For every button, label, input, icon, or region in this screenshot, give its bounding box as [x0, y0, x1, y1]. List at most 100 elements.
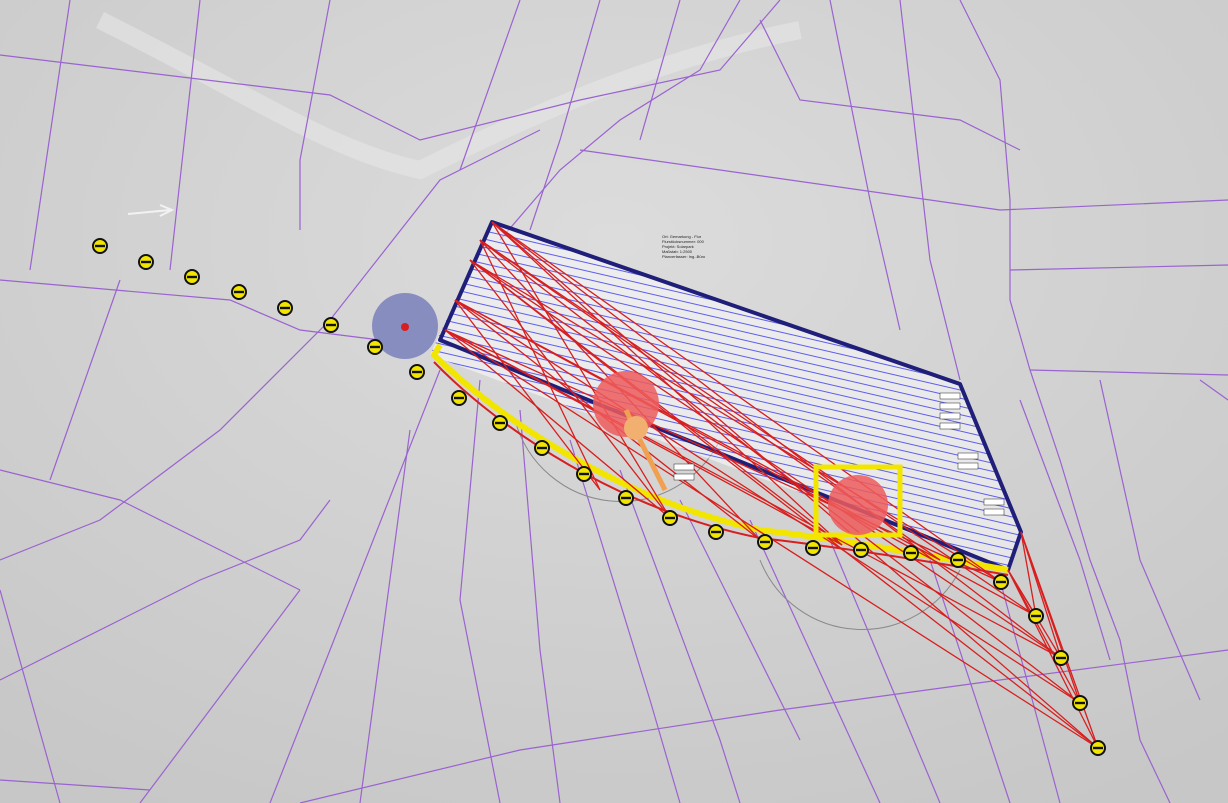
sight-line [1007, 569, 1099, 749]
title-line: Maßstab: 1:2500 [662, 249, 693, 254]
parcel-line [899, 0, 961, 381]
road-faint [95, 11, 802, 180]
sight-line [479, 239, 601, 491]
row-label-box [939, 402, 961, 410]
marker-icon[interactable] [492, 415, 508, 431]
parcel-line [459, 379, 501, 803]
parcel-line [0, 589, 61, 803]
marker-icon[interactable] [1028, 608, 1044, 624]
row-label-box [983, 508, 1005, 516]
marker-icon[interactable] [1072, 695, 1088, 711]
sight-line [454, 299, 601, 491]
sight-line [479, 239, 1037, 617]
red-zone-small[interactable] [828, 475, 888, 535]
yellow-boundary[interactable] [430, 343, 1009, 573]
sight-line [444, 329, 671, 519]
parcel-line [579, 149, 1228, 211]
parcel-line [359, 429, 411, 803]
sight-line [469, 259, 1062, 659]
row-label-box [939, 412, 961, 420]
row-label-box [957, 452, 979, 460]
row-label-box [939, 392, 961, 400]
row-label-box [939, 422, 961, 430]
title-line: Projekt: Solarpark [662, 244, 694, 249]
title-line: Planverfasser: Ing.-Büro [662, 254, 706, 259]
marker-icon[interactable] [1090, 740, 1106, 756]
marker-icon[interactable] [757, 534, 773, 550]
marker-icon[interactable] [903, 545, 919, 561]
buffer-arcs [514, 419, 961, 630]
markers [92, 238, 1106, 756]
sight-line [491, 221, 1002, 583]
sight-line [1007, 569, 1037, 617]
marker-icon[interactable] [662, 510, 678, 526]
parcel-line [679, 499, 801, 741]
row-label-box [673, 473, 695, 481]
marker-icon[interactable] [618, 490, 634, 506]
parcel-line [929, 559, 1011, 803]
parcel-line [519, 409, 561, 803]
zones [372, 293, 903, 538]
row-label-box [957, 462, 979, 470]
parcel-line [529, 0, 601, 231]
parcel-line [299, 649, 1228, 803]
parcel-line [0, 469, 301, 591]
sight-line [469, 259, 1099, 749]
parcel-line [49, 279, 121, 481]
marker-icon[interactable] [950, 552, 966, 568]
sight-line [1007, 569, 1081, 704]
parcel-line [829, 539, 941, 803]
sight-line [454, 299, 1037, 617]
parcel-line [759, 19, 1021, 151]
parcel-line [959, 0, 1171, 803]
sight-line [479, 239, 1081, 704]
marker-icon[interactable] [805, 540, 821, 556]
parcel-line [619, 469, 741, 803]
title-block: Ort: Gemarkung - Flur Flurstücksnummer: … [662, 234, 706, 259]
marker-icon[interactable] [367, 339, 383, 355]
parcel-line [269, 369, 441, 803]
parcel-line [499, 0, 741, 241]
orange-disc [624, 416, 648, 440]
buffer-arc [514, 419, 721, 503]
marker-icon[interactable] [451, 390, 467, 406]
north-arrow-icon [127, 204, 175, 217]
marker-icon[interactable] [92, 238, 108, 254]
marker-icon[interactable] [534, 440, 550, 456]
parcel-line [829, 0, 901, 331]
marker-icon[interactable] [409, 364, 425, 380]
marker-icon[interactable] [323, 317, 339, 333]
sight-line [469, 259, 671, 519]
parcel-line [1199, 379, 1228, 401]
parcel-line [749, 519, 881, 803]
parcel-line [299, 0, 331, 230]
marker-icon[interactable] [1053, 650, 1069, 666]
parcel-line [1099, 379, 1201, 701]
marker-icon[interactable] [184, 269, 200, 285]
marker-icon[interactable] [138, 254, 154, 270]
marker-icon[interactable] [853, 542, 869, 558]
sight-line [444, 329, 1002, 583]
sight-line [1020, 531, 1099, 749]
parcel-line [1009, 264, 1228, 271]
parcel-line [459, 0, 521, 171]
buffer-arc [759, 559, 961, 630]
marker-icon[interactable] [576, 466, 592, 482]
marker-icon[interactable] [277, 300, 293, 316]
row-label-box [983, 498, 1005, 506]
parcel-line [169, 0, 201, 271]
marker-icon[interactable] [993, 574, 1009, 590]
row-labels [673, 392, 1005, 516]
parcel-line [29, 0, 71, 271]
parcel-line [0, 779, 151, 791]
marker-icon[interactable] [231, 284, 247, 300]
parcel-line [0, 0, 781, 141]
blue-zone-center [401, 323, 409, 331]
title-line: Flurstücksnummer: 000 [662, 239, 705, 244]
sight-line [444, 329, 1062, 659]
marker-icon[interactable] [708, 524, 724, 540]
parcel-line [139, 589, 301, 803]
row-label-box [673, 463, 695, 471]
